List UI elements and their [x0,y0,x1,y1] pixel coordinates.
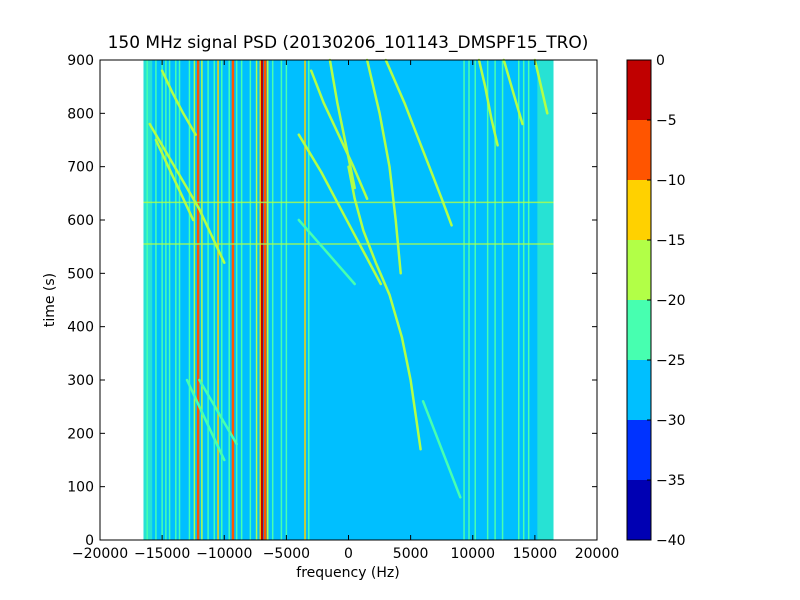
colorbar-tick-label: −10 [656,173,686,189]
y-tick-label: 100 [67,480,94,496]
colorbar-tick-label: −30 [656,413,686,429]
colorbar-tick-label: −5 [656,113,677,129]
y-axis-label: time (s) [42,273,58,327]
signal-trace [198,378,238,446]
colorbar-segment [627,360,651,420]
x-tick-label: −20000 [72,546,128,562]
x-tick-label: −5000 [263,546,310,562]
signal-trace [154,138,195,222]
x-tick-label: −10000 [196,546,252,562]
edge-band [537,60,554,540]
signal-trace [185,378,226,462]
signal-trace [384,58,453,227]
y-tick-label: 400 [67,320,94,336]
x-tick-label: −15000 [134,546,190,562]
colorbar-segment [627,180,651,240]
colorbar-tick-label: −40 [656,533,686,549]
signal-trace [347,165,422,451]
colorbar-tick-label: −35 [656,473,686,489]
x-tick-label: 20000 [575,546,620,562]
signal-trace [421,400,462,499]
colorbar-segment [627,240,651,300]
y-tick-label: 600 [67,213,94,229]
y-tick-label: 500 [67,266,94,282]
y-axis-ticks: 0 100 200 300 400 500 600 700 800 900 [67,53,597,549]
y-tick-label: 700 [67,160,94,176]
signal-trace [502,58,524,126]
y-tick-label: 800 [67,106,94,122]
y-tick-label: 900 [67,53,94,69]
colorbar-segment [627,300,651,360]
signal-trace [477,58,499,147]
x-axis-label: frequency (Hz) [296,565,399,581]
colorbar-segment [627,120,651,180]
signal-trace [309,69,369,200]
colorbar-segment [627,60,651,120]
colorbar-tick-label: −20 [656,293,686,309]
y-tick-label: 300 [67,373,94,389]
colorbar-tick-label: −25 [656,353,686,369]
signal-trace [297,218,356,286]
x-tick-label: 0 [344,546,353,562]
signal-trace [328,58,356,190]
signal-trace [533,58,549,115]
plot-area [99,58,598,541]
colorbar-segment [627,420,651,480]
x-tick-label: 15000 [513,546,558,562]
x-axis-ticks: −20000 −15000 −10000 −5000 0 5000 10000 15000 20… [72,60,619,562]
y-tick-label: 0 [85,533,94,549]
y-tick-label: 200 [67,426,94,442]
signal-trace [148,122,226,264]
signal-trace [365,58,402,275]
chart-title: 150 MHz signal PSD (20130206_101143_DMSP… [108,33,589,53]
x-tick-label: 5000 [393,546,429,562]
colorbar-tick-label: 0 [656,53,665,69]
colorbar-tick-label: −15 [656,233,686,249]
signal-trace [160,69,197,136]
colorbar-segment [627,480,651,540]
x-tick-label: 10000 [450,546,495,562]
spectrogram-background [143,60,554,540]
colorbar: −40 −35 −30 −25 −20 −15 −10 −5 0 [626,53,686,549]
signal-trace [297,133,383,286]
